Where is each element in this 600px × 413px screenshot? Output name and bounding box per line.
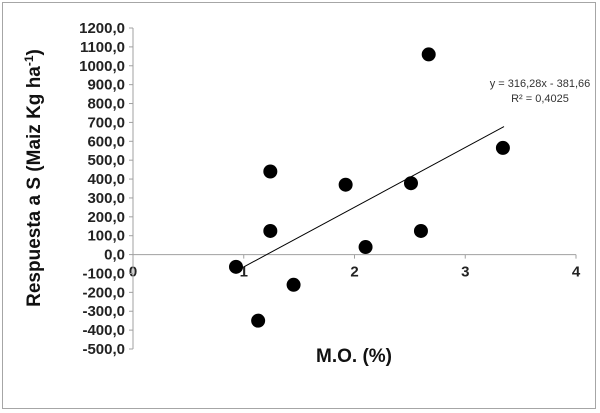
y-tick-label: 300,0 <box>87 190 125 207</box>
y-tick-label: 0,0 <box>104 247 125 264</box>
data-point <box>228 259 243 274</box>
x-tick-label: 3 <box>461 264 469 281</box>
y-axis-title-superscript: -1 <box>22 55 36 66</box>
x-tick-label: 4 <box>572 264 581 281</box>
x-axis-title: M.O. (%) <box>316 346 392 367</box>
y-tick-label: 500,0 <box>87 152 125 169</box>
y-tick-marks <box>129 27 133 350</box>
data-point <box>263 223 278 238</box>
x-tick-label: 1 <box>240 264 248 281</box>
data-point <box>286 277 301 292</box>
y-tick-label: 1000,0 <box>79 58 125 75</box>
chart-frame <box>2 2 596 409</box>
data-point <box>495 140 510 155</box>
y-tick-label: 900,0 <box>87 77 125 94</box>
x-tick-label: 2 <box>350 264 358 281</box>
x-tick-marks <box>132 254 577 259</box>
y-axis-title: Respuesta a S (Maiz Kg ha-1) <box>22 49 45 307</box>
y-tick-label: 1100,0 <box>80 39 125 56</box>
y-tick-label: -400,0 <box>82 322 125 339</box>
trendline <box>243 126 505 268</box>
r-squared-label: R² = 0,4025 <box>511 93 569 105</box>
y-tick-label: -500,0 <box>82 341 125 358</box>
y-tick-label: 600,0 <box>87 133 125 150</box>
y-tick-label: 200,0 <box>87 209 125 226</box>
y-tick-label: -200,0 <box>82 284 125 301</box>
y-axis-title-close: ) <box>24 49 45 55</box>
data-point <box>403 176 418 191</box>
data-points <box>228 47 510 328</box>
y-tick-label: -300,0 <box>82 303 125 320</box>
data-point <box>413 223 428 238</box>
y-tick-label: 400,0 <box>87 171 125 188</box>
y-tick-label: 100,0 <box>87 228 125 245</box>
data-point <box>338 177 353 192</box>
data-point <box>421 47 436 62</box>
y-axis-title-main: Respuesta a S (Maiz Kg ha <box>24 66 45 307</box>
data-point <box>251 313 266 328</box>
y-tick-label: 700,0 <box>87 114 125 131</box>
y-tick-label: -100,0 <box>82 265 125 282</box>
data-point <box>358 240 373 255</box>
y-tick-label: 1200,0 <box>79 20 125 37</box>
trendline-equation: y = 316,28x - 381,66 <box>490 78 591 90</box>
y-tick-label: 800,0 <box>87 96 125 113</box>
data-point <box>263 164 278 179</box>
